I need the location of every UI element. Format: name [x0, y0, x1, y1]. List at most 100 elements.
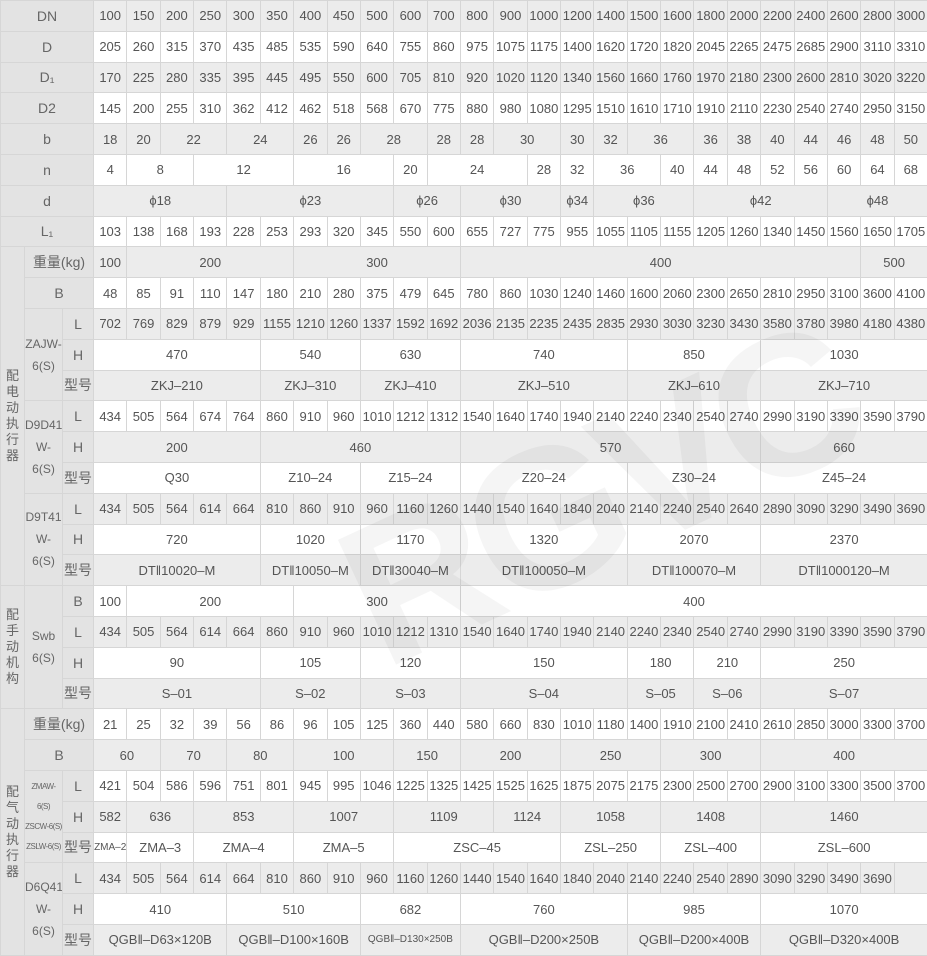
value-cell: 945 — [293, 769, 328, 802]
param-label: L — [62, 615, 94, 648]
value-cell: ϕ34 — [560, 184, 595, 217]
value-cell: 2650 — [726, 277, 762, 309]
value-cell: 293 — [293, 215, 328, 248]
value-cell: 3390 — [826, 400, 862, 433]
value-cell: 1200 — [560, 0, 595, 32]
value-cell: 2230 — [760, 92, 795, 125]
value-cell: 614 — [193, 615, 228, 648]
value-cell: 300 — [293, 585, 461, 617]
value-cell: 28 — [459, 123, 495, 155]
value-cell: 1010 — [560, 708, 595, 741]
value-cell: 20 — [126, 123, 161, 155]
value-cell: ϕ48 — [826, 184, 927, 217]
value-cell: 180 — [626, 646, 695, 679]
value-cell: 582 — [92, 800, 128, 833]
value-cell: 3430 — [726, 307, 762, 340]
table-row: H 90 105 120 150 180 210 250 — [1, 646, 927, 679]
value-cell: 2000 — [726, 0, 762, 32]
value-cell: DT‖100050–M — [459, 554, 628, 587]
value-cell: 64 — [860, 153, 895, 186]
row-label: L₁ — [0, 215, 94, 248]
value-cell: ϕ42 — [693, 184, 828, 217]
value-cell: 801 — [259, 769, 295, 802]
value-cell: 2240 — [626, 615, 662, 648]
value-cell: 125 — [359, 708, 395, 741]
value-cell: 90 — [93, 646, 261, 679]
value-cell: 3300 — [860, 708, 895, 741]
value-cell: QGB‖–D200×400B — [626, 923, 762, 956]
value-cell: 853 — [193, 800, 295, 833]
value-cell: 500 — [359, 0, 395, 32]
value-cell: 929 — [226, 307, 261, 340]
table-row: b 18 20 22 24 26 26 28 28 28 30 30 32 36 36 38 40 44 46 48 5… — [0, 123, 927, 155]
value-cell: 3700 — [893, 708, 927, 741]
value-cell: 120 — [359, 646, 461, 679]
value-cell: 21 — [92, 708, 128, 741]
value-cell: 450 — [326, 0, 361, 32]
value-cell: 504 — [126, 769, 161, 802]
section-title: 配 手 动 机 构 — [0, 585, 25, 710]
value-cell: 1970 — [693, 61, 728, 94]
value-cell: 44 — [693, 153, 728, 186]
value-cell: 879 — [193, 307, 228, 340]
value-cell: 1055 — [593, 215, 628, 248]
value-cell: 2340 — [660, 615, 695, 648]
value-cell: 150 — [459, 646, 628, 679]
param-label: B — [62, 585, 94, 617]
value-cell: 2600 — [826, 0, 862, 32]
table-row: d ϕ18 ϕ23 ϕ26 ϕ30 ϕ34 ϕ36 ϕ42 ϕ48 — [0, 184, 927, 217]
value-cell: 434 — [92, 492, 128, 525]
value-cell: 920 — [459, 61, 495, 94]
value-cell: 2835 — [593, 307, 628, 340]
value-cell: 80 — [226, 739, 295, 771]
value-cell: 1660 — [626, 61, 662, 94]
value-cell: 3100 — [826, 277, 862, 309]
value-cell: 440 — [426, 708, 461, 741]
value-cell: DT‖30040–M — [359, 554, 461, 587]
param-label: H — [62, 646, 94, 679]
value-cell: 3190 — [793, 400, 828, 433]
value-cell: 1910 — [660, 708, 695, 741]
value-cell: 1525 — [493, 769, 528, 802]
value-cell: 1260 — [326, 307, 361, 340]
table-row: H 470 540 630 740 850 1030 — [1, 338, 927, 371]
value-cell: 700 — [426, 0, 461, 32]
value-cell: ZSL–600 — [760, 831, 927, 864]
value-cell: 44 — [793, 123, 828, 155]
value-cell: 300 — [293, 246, 461, 279]
value-cell: 2740 — [726, 615, 762, 648]
value-cell: 1007 — [293, 800, 395, 833]
value-cell: 1408 — [660, 800, 762, 833]
value-cell: 56 — [793, 153, 828, 186]
value-cell: 2140 — [593, 400, 628, 433]
value-cell: 250 — [193, 0, 228, 32]
value-cell: Z20–24 — [459, 461, 628, 494]
value-cell: 674 — [193, 400, 228, 433]
value-cell: 30 — [493, 123, 562, 155]
value-cell: 2070 — [626, 523, 762, 556]
value-cell: 2180 — [726, 61, 762, 94]
value-cell: 50 — [893, 123, 927, 155]
value-cell: 2265 — [726, 30, 762, 63]
value-cell: 3490 — [860, 492, 895, 525]
row-label: D2 — [0, 92, 94, 125]
value-cell: 720 — [93, 523, 261, 556]
value-cell: 664 — [226, 492, 261, 525]
value-cell: 1120 — [526, 61, 562, 94]
value-cell: 2540 — [693, 400, 728, 433]
model-label: D9D41 W-6(S) — [24, 400, 63, 494]
value-cell: 1760 — [660, 61, 695, 94]
value-cell: 505 — [126, 862, 161, 895]
value-cell: ϕ36 — [593, 184, 695, 217]
value-cell: 540 — [259, 338, 361, 371]
value-cell: 103 — [92, 215, 128, 248]
param-label: L — [62, 862, 94, 895]
value-cell: 1840 — [560, 492, 595, 525]
value-cell: 4100 — [893, 277, 927, 309]
value-cell: 435 — [226, 30, 261, 63]
value-cell: 495 — [293, 61, 328, 94]
row-label: n — [0, 153, 94, 186]
value-cell: 335 — [193, 61, 228, 94]
value-cell: 3190 — [793, 615, 828, 648]
value-cell: 1400 — [560, 30, 595, 63]
